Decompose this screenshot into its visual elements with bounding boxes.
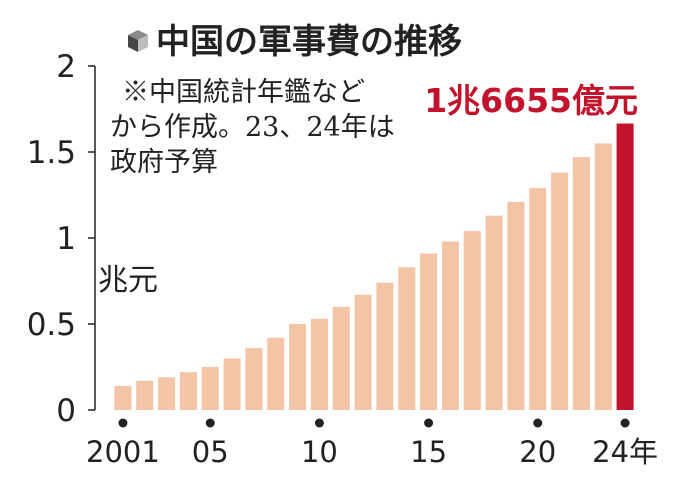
note-line-1: ※中国統計年鑑など (122, 77, 365, 108)
x-tick-dot (205, 418, 215, 428)
y-tick-label: 2 (56, 49, 76, 85)
cube-icon (128, 30, 148, 52)
bar (332, 306, 350, 410)
y-tick-label: 0.5 (27, 307, 76, 343)
x-tick-dot (314, 418, 324, 428)
source-note: ※中国統計年鑑など から作成。23、24年は 政府予算 (110, 77, 395, 178)
x-tick-label: 10 (301, 435, 338, 469)
y-axis-ticks: 0 0.5 1 1.5 2 (27, 49, 95, 429)
note-line-2: から作成。23、24年は (110, 112, 395, 143)
x-tick-label: 24年 (592, 435, 658, 469)
x-tick-label: 2001 (86, 435, 160, 469)
bar (201, 367, 219, 410)
note-line-3: 政府予算 (110, 147, 218, 178)
bar (529, 188, 547, 410)
bar (551, 172, 569, 410)
bar (441, 241, 459, 410)
bar (158, 377, 176, 410)
bar (507, 201, 525, 410)
title-group: 中国の軍事費の推移 (128, 22, 462, 62)
x-tick-dot (620, 418, 630, 428)
x-tick-label: 15 (410, 435, 447, 469)
x-tick-dot (424, 418, 434, 428)
bar (245, 348, 263, 410)
unit-label: 兆元 (98, 263, 158, 298)
y-tick-label: 0 (56, 393, 76, 429)
bar (289, 324, 307, 410)
bar (376, 282, 394, 410)
bar (485, 215, 503, 410)
bar (114, 385, 132, 410)
x-axis-ticks: 2001 05 10 15 20 24年 (86, 418, 658, 469)
bar (463, 231, 481, 410)
x-tick-label: 05 (192, 435, 229, 469)
bar (354, 294, 372, 410)
bar (310, 318, 328, 410)
bar-highlight (616, 123, 634, 410)
x-tick-label: 20 (519, 435, 556, 469)
highlight-value-label: 1兆6655億元 (424, 81, 638, 120)
chart-title: 中国の軍事費の推移 (156, 22, 462, 62)
bar (223, 358, 241, 410)
bar (572, 157, 590, 410)
y-tick-label: 1.5 (27, 135, 76, 171)
x-tick-dot (533, 418, 543, 428)
y-tick-label: 1 (56, 221, 76, 257)
bar (398, 267, 416, 410)
bar (594, 143, 612, 410)
bar (179, 372, 197, 410)
bar (267, 337, 285, 410)
bars (114, 123, 634, 410)
bar (420, 253, 438, 410)
bar (136, 380, 154, 410)
x-tick-dot (118, 418, 128, 428)
